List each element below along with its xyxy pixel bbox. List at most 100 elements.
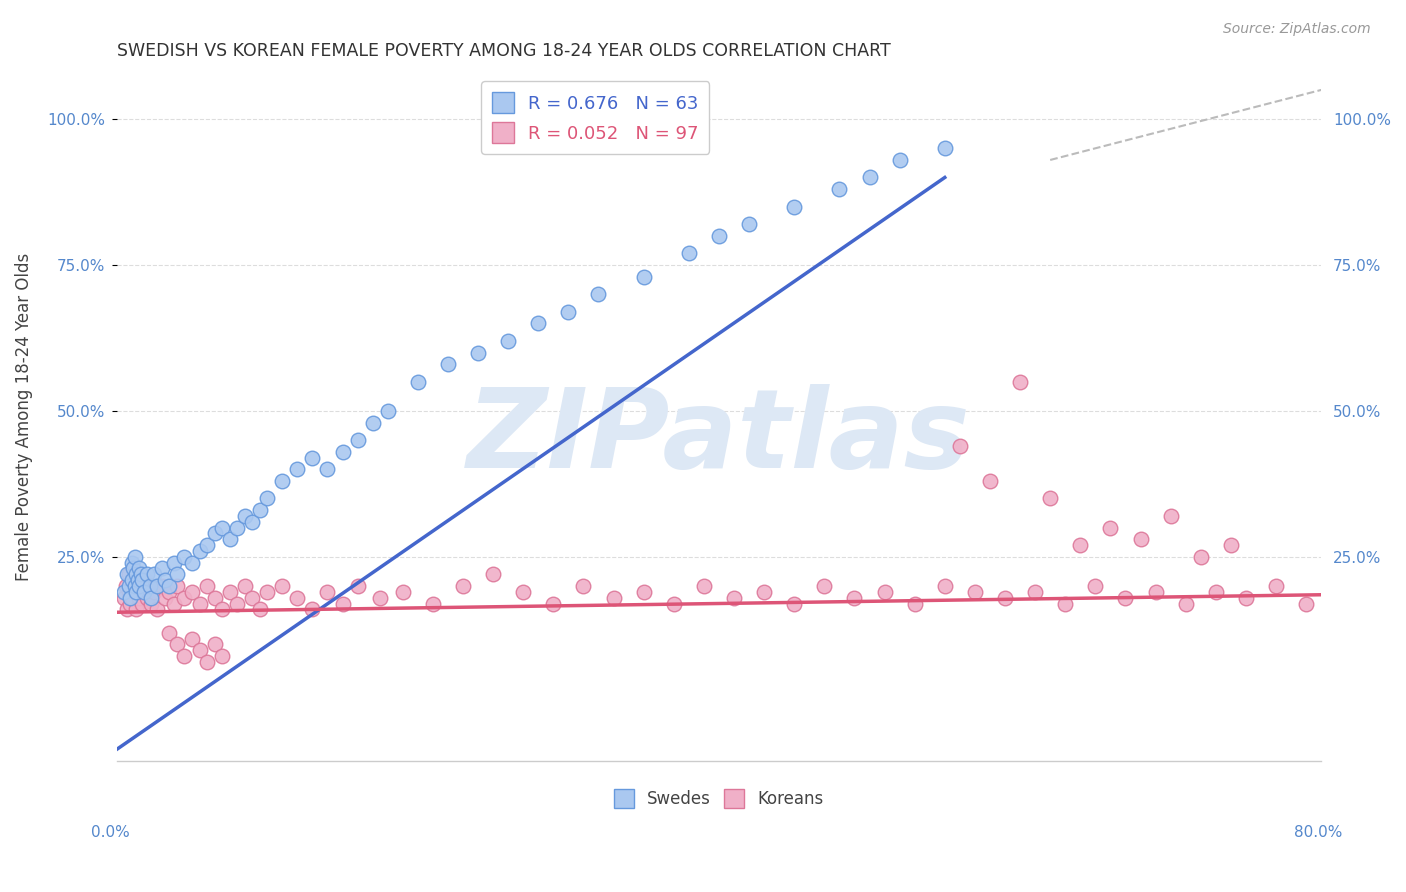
Point xyxy=(122,579,145,593)
Point xyxy=(211,602,233,616)
Point xyxy=(118,584,141,599)
Point xyxy=(195,579,218,593)
Point xyxy=(173,549,195,564)
Point xyxy=(512,584,534,599)
Point xyxy=(132,584,155,599)
Point xyxy=(118,579,141,593)
Point xyxy=(738,217,761,231)
Point xyxy=(994,591,1017,605)
Point xyxy=(332,597,354,611)
Point xyxy=(844,591,866,605)
Point xyxy=(146,602,169,616)
Point xyxy=(813,579,835,593)
Point xyxy=(150,561,173,575)
Point xyxy=(173,648,195,663)
Point xyxy=(121,556,143,570)
Point xyxy=(368,591,391,605)
Point xyxy=(332,444,354,458)
Point xyxy=(1024,584,1046,599)
Point xyxy=(153,591,176,605)
Point xyxy=(287,591,309,605)
Point xyxy=(112,584,135,599)
Point xyxy=(181,632,204,646)
Legend: Swedes, Koreans: Swedes, Koreans xyxy=(607,782,831,814)
Point xyxy=(301,450,323,465)
Point xyxy=(124,579,146,593)
Point xyxy=(240,591,263,605)
Point xyxy=(1265,579,1288,593)
Point xyxy=(127,584,149,599)
Point xyxy=(211,521,233,535)
Point xyxy=(633,269,655,284)
Point xyxy=(146,579,169,593)
Point xyxy=(157,579,180,593)
Point xyxy=(678,246,700,260)
Point xyxy=(139,579,162,593)
Point xyxy=(112,591,135,605)
Point xyxy=(131,597,153,611)
Point xyxy=(218,533,240,547)
Point xyxy=(527,317,550,331)
Point xyxy=(124,567,146,582)
Point xyxy=(141,591,163,605)
Text: SWEDISH VS KOREAN FEMALE POVERTY AMONG 18-24 YEAR OLDS CORRELATION CHART: SWEDISH VS KOREAN FEMALE POVERTY AMONG 1… xyxy=(117,42,890,60)
Point xyxy=(233,579,256,593)
Point xyxy=(858,170,880,185)
Point xyxy=(256,584,278,599)
Point xyxy=(406,375,429,389)
Point xyxy=(1054,597,1077,611)
Point xyxy=(391,584,413,599)
Point xyxy=(128,573,150,587)
Point xyxy=(129,567,152,582)
Point xyxy=(118,567,141,582)
Y-axis label: Female Poverty Among 18-24 Year Olds: Female Poverty Among 18-24 Year Olds xyxy=(15,252,32,581)
Point xyxy=(346,433,368,447)
Point xyxy=(783,200,806,214)
Point xyxy=(602,591,624,605)
Point xyxy=(693,579,716,593)
Point xyxy=(1144,584,1167,599)
Point xyxy=(125,602,148,616)
Point xyxy=(949,439,972,453)
Text: 0.0%: 0.0% xyxy=(91,825,131,839)
Point xyxy=(134,573,156,587)
Point xyxy=(125,567,148,582)
Point xyxy=(163,556,186,570)
Point xyxy=(271,579,294,593)
Point xyxy=(707,228,730,243)
Point xyxy=(889,153,911,167)
Point xyxy=(904,597,927,611)
Point xyxy=(828,182,851,196)
Point xyxy=(249,503,271,517)
Point xyxy=(157,625,180,640)
Point xyxy=(1039,491,1062,506)
Point xyxy=(1010,375,1032,389)
Point xyxy=(1099,521,1122,535)
Point xyxy=(496,334,519,348)
Point xyxy=(1295,597,1317,611)
Point xyxy=(195,538,218,552)
Point xyxy=(226,521,249,535)
Point xyxy=(150,579,173,593)
Point xyxy=(211,648,233,663)
Point xyxy=(1219,538,1241,552)
Point xyxy=(124,549,146,564)
Point xyxy=(121,573,143,587)
Point xyxy=(287,462,309,476)
Point xyxy=(204,591,226,605)
Point xyxy=(482,567,505,582)
Point xyxy=(233,508,256,523)
Point xyxy=(122,561,145,575)
Point xyxy=(127,573,149,587)
Point xyxy=(115,602,138,616)
Text: Source: ZipAtlas.com: Source: ZipAtlas.com xyxy=(1223,22,1371,37)
Point xyxy=(121,591,143,605)
Point xyxy=(173,591,195,605)
Point xyxy=(633,584,655,599)
Point xyxy=(143,567,166,582)
Point xyxy=(572,579,595,593)
Point xyxy=(135,591,157,605)
Point xyxy=(588,287,610,301)
Point xyxy=(115,567,138,582)
Point xyxy=(188,597,211,611)
